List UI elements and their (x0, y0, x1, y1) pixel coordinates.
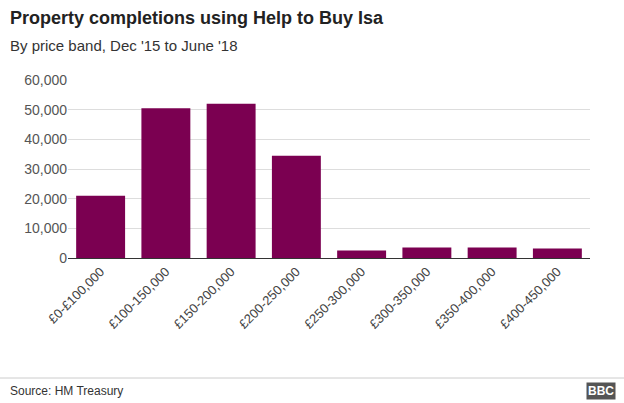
svg-text:Property completions using Hel: Property completions using Help to Buy I… (10, 8, 384, 28)
svg-text:£200-250,000: £200-250,000 (236, 264, 303, 331)
svg-text:£250-300,000: £250-300,000 (301, 264, 368, 331)
svg-text:£350-400,000: £350-400,000 (431, 264, 498, 331)
svg-text:10,000: 10,000 (24, 220, 67, 236)
svg-text:60,000: 60,000 (24, 72, 67, 88)
svg-text:£150-200,000: £150-200,000 (170, 264, 237, 331)
svg-text:50,000: 50,000 (24, 102, 67, 118)
svg-text:40,000: 40,000 (24, 131, 67, 147)
svg-text:£300-350,000: £300-350,000 (366, 264, 433, 331)
svg-text:20,000: 20,000 (24, 191, 67, 207)
svg-text:By price band, Dec '15 to June: By price band, Dec '15 to June '18 (10, 37, 238, 54)
svg-text:£100-150,000: £100-150,000 (105, 264, 172, 331)
svg-text:£400-450,000: £400-450,000 (497, 264, 564, 331)
svg-text:£0-£100,000: £0-£100,000 (45, 264, 107, 326)
svg-text:0: 0 (59, 250, 67, 266)
svg-text:Source: HM Treasury: Source: HM Treasury (10, 384, 123, 398)
svg-text:BBC: BBC (588, 384, 614, 398)
svg-text:30,000: 30,000 (24, 161, 67, 177)
